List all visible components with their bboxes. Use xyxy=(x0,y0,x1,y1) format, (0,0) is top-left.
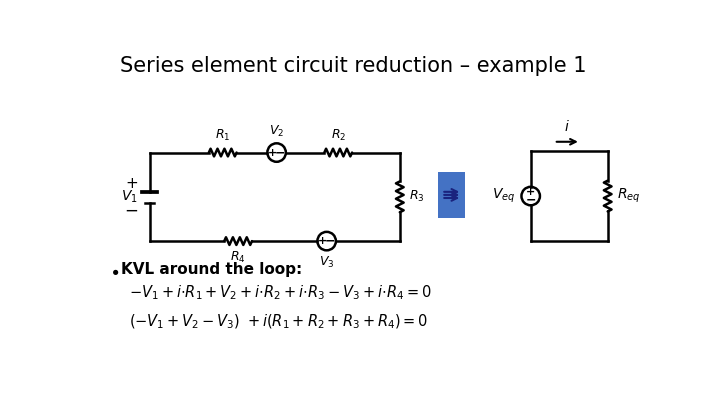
Text: $\bullet$: $\bullet$ xyxy=(109,262,119,280)
Text: +: + xyxy=(125,176,138,191)
Text: +: + xyxy=(269,147,277,158)
Text: $R_2$: $R_2$ xyxy=(330,128,346,143)
Text: Series element circuit reduction – example 1: Series element circuit reduction – examp… xyxy=(120,56,587,76)
Text: $R_3$: $R_3$ xyxy=(409,189,425,205)
Text: −: − xyxy=(275,146,286,159)
Text: $V_2$: $V_2$ xyxy=(269,124,284,139)
Text: +: + xyxy=(318,236,328,246)
Text: −: − xyxy=(124,202,138,220)
Text: −: − xyxy=(526,193,536,206)
Text: $V_1$: $V_1$ xyxy=(121,189,138,205)
Text: $(-V_1 + V_2 - V_3)\ + i(R_1 + R_2 + R_3 + R_4) = 0$: $(-V_1 + V_2 - V_3)\ + i(R_1 + R_2 + R_3… xyxy=(129,313,428,331)
Text: $V_3$: $V_3$ xyxy=(319,255,334,270)
Text: $R_1$: $R_1$ xyxy=(215,128,230,143)
Text: −: − xyxy=(325,234,336,247)
Bar xyxy=(438,172,465,218)
Text: $V_{eq}$: $V_{eq}$ xyxy=(492,187,516,205)
Text: $-V_1 + i{\cdot}R_1 + V_2 + i{\cdot}R_2 + i{\cdot}R_3 - V_3 + i{\cdot}R_4 = 0$: $-V_1 + i{\cdot}R_1 + V_2 + i{\cdot}R_2 … xyxy=(129,284,431,302)
Text: $i$: $i$ xyxy=(564,119,570,134)
Text: $R_{eq}$: $R_{eq}$ xyxy=(617,187,640,205)
Text: KVL around the loop:: KVL around the loop: xyxy=(121,262,302,277)
Text: $R_4$: $R_4$ xyxy=(230,250,246,265)
Text: +: + xyxy=(526,188,536,197)
